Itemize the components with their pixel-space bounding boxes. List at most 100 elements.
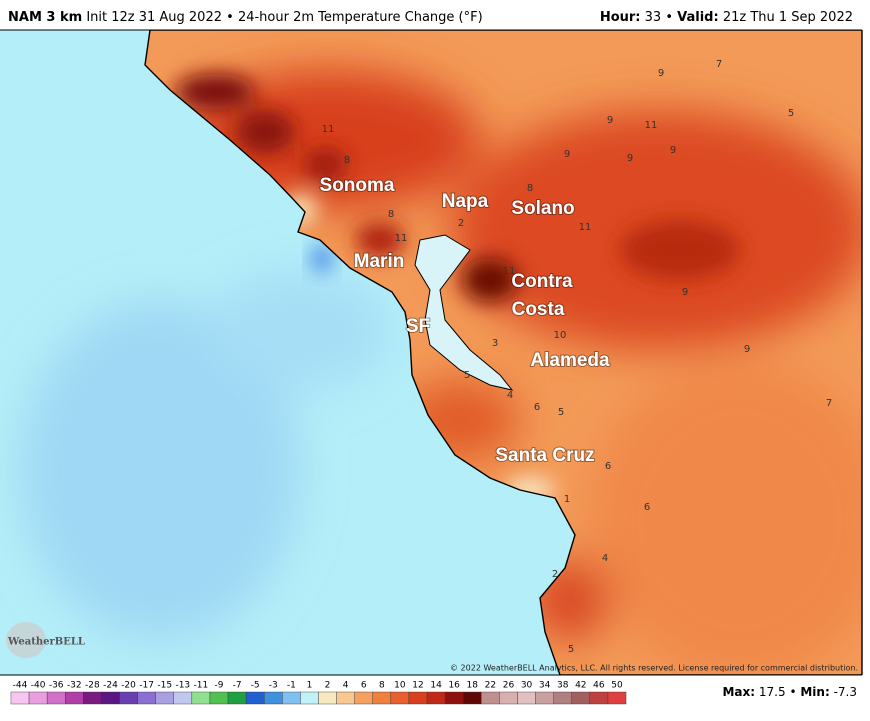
colorbar-label: -11 <box>194 681 209 691</box>
colorbar-swatch <box>245 691 265 705</box>
colorbar-label: 42 <box>575 681 586 691</box>
cold-spot <box>312 244 332 272</box>
colorbar-swatch <box>137 691 156 705</box>
contour-label: 5 <box>558 407 564 418</box>
contour-label: 4 <box>507 390 513 401</box>
colorbar-label: 26 <box>503 681 515 691</box>
valid: 21z Thu 1 Sep 2022 <box>723 10 853 25</box>
colorbar-swatch <box>227 691 247 705</box>
colorbar-swatch <box>264 691 283 705</box>
contour-label: 10 <box>554 330 567 341</box>
contour-label: 11 <box>503 266 516 277</box>
colorbar-label: 34 <box>539 681 551 691</box>
hour-label: Hour: <box>600 10 641 25</box>
colorbar-swatch <box>426 691 446 705</box>
colorbar-swatch <box>607 691 627 705</box>
header-left: NAM 3 km Init 12z 31 Aug 2022 • 24-hour … <box>8 10 483 25</box>
product: 24-hour 2m Temperature Change (°F) <box>238 10 483 25</box>
max-label: Max: <box>722 685 755 699</box>
contour-label: 4 <box>602 553 608 564</box>
colorbar-label: -40 <box>31 681 46 691</box>
colorbar-swatch <box>318 691 337 705</box>
sep: • <box>226 10 234 25</box>
colorbar-label: -3 <box>269 681 278 691</box>
colorbar-swatch <box>589 691 609 705</box>
colorbar-label: -28 <box>85 681 100 691</box>
contour-label: 7 <box>716 59 722 70</box>
colorbar-swatch <box>209 691 229 705</box>
colorbar-label: 12 <box>412 681 423 691</box>
contour-label: 9 <box>607 115 613 126</box>
contour-label: 6 <box>644 502 650 513</box>
contour-label: 3 <box>492 338 498 349</box>
colorbar-swatch <box>10 691 30 705</box>
max: 17.5 <box>759 685 786 699</box>
hour: 33 <box>645 10 662 25</box>
colorbar-label: 18 <box>467 681 479 691</box>
contour-label: 11 <box>579 222 592 233</box>
colorbar-label: -5 <box>251 681 260 691</box>
contour-label: 8 <box>527 183 533 194</box>
contour-label: 11 <box>322 124 335 135</box>
colorbar-label: 16 <box>448 681 460 691</box>
min: -7.3 <box>834 685 857 699</box>
stats: Max: 17.5 • Min: -7.3 <box>722 685 857 699</box>
colorbar-label: 38 <box>557 681 569 691</box>
contour-label: 9 <box>627 153 633 164</box>
contour-label: 6 <box>605 461 611 472</box>
contour-label: 1 <box>564 494 570 505</box>
colorbar-swatch <box>336 691 355 705</box>
colorbar-label: -20 <box>121 681 136 691</box>
colorbar-swatch <box>354 691 373 705</box>
colorbar-swatch <box>173 691 193 705</box>
colorbar-swatch <box>444 691 464 705</box>
model: NAM 3 km <box>8 10 82 25</box>
colorbar-label: -17 <box>139 681 154 691</box>
contour-label: 2 <box>458 218 464 229</box>
contour-label: 9 <box>670 145 676 156</box>
colorbar-label: 8 <box>379 681 385 691</box>
contour-label: 5 <box>464 370 470 381</box>
header-right: Hour: 33 • Valid: 21z Thu 1 Sep 2022 <box>600 10 853 25</box>
contour-label: 5 <box>788 108 794 119</box>
colorbar-label: -9 <box>215 681 224 691</box>
contour-label: 9 <box>682 287 688 298</box>
sep: • <box>665 10 673 25</box>
place-label: Solano <box>511 198 574 219</box>
colorbar-swatch <box>372 691 392 705</box>
colorbar-label: 30 <box>521 681 533 691</box>
colorbar-swatch <box>390 691 410 705</box>
colorbar-swatch <box>46 691 66 705</box>
contour-label: 6 <box>534 402 540 413</box>
colorbar-label: 46 <box>593 681 605 691</box>
colorbar-swatch <box>101 691 120 705</box>
colorbar-swatch <box>119 691 138 705</box>
contour-label: 9 <box>658 68 664 79</box>
colorbar-swatch <box>191 691 211 705</box>
colorbar-swatch <box>408 691 428 705</box>
colorbar-swatch <box>83 691 102 705</box>
init: Init 12z 31 Aug 2022 <box>86 10 222 25</box>
contour-label: 5 <box>568 644 574 655</box>
colorbar-label: -7 <box>233 681 242 691</box>
colorbar-label: 4 <box>343 681 349 691</box>
bay <box>414 234 514 391</box>
header-bg <box>0 0 870 30</box>
logo-globe <box>6 622 46 658</box>
colorbar-label: 2 <box>325 681 331 691</box>
colorbar-label: 22 <box>485 681 496 691</box>
ocean-shading <box>20 270 390 640</box>
contour-label: 8 <box>388 209 394 220</box>
colorbar-swatch <box>535 691 554 705</box>
place-label: Santa Cruz <box>495 445 594 466</box>
place-label: SF <box>406 316 430 337</box>
colorbar-label: -13 <box>175 681 190 691</box>
colorbar-label: -32 <box>67 681 82 691</box>
colorbar-label: 14 <box>430 681 442 691</box>
colorbar-label: -15 <box>157 681 172 691</box>
colorbar-swatch <box>481 691 500 705</box>
contour-label: 11 <box>645 120 658 131</box>
colorbar-swatch <box>571 691 591 705</box>
colorbar-label: -24 <box>103 681 118 691</box>
